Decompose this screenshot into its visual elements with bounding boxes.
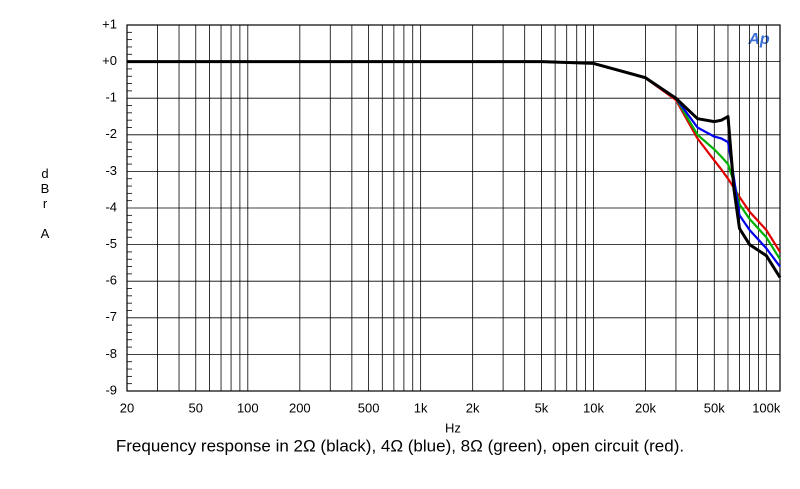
x-tick-label: 50k	[704, 400, 725, 415]
plot-frame	[126, 24, 781, 392]
x-tick-label: 500	[358, 400, 380, 415]
x-tick-label: 100	[237, 400, 259, 415]
x-tick-label: 20k	[635, 400, 656, 415]
y-tick-label: +1	[102, 16, 117, 31]
chart-title: Frequency response in 2Ω (black), 4Ω (bl…	[116, 436, 684, 455]
y-tick-label: -3	[105, 163, 117, 178]
series-line	[127, 60, 781, 253]
x-tick-label: 20	[120, 400, 134, 415]
y-tick-label: -2	[105, 126, 117, 141]
x-tick-label: 100k	[752, 400, 781, 415]
x-tick-label: 1k	[414, 400, 428, 415]
y-tick-label: -1	[105, 90, 117, 105]
x-tick-label: 50	[189, 400, 203, 415]
series-line	[127, 60, 782, 279]
x-tick-label: 5k	[535, 400, 549, 415]
y-tick-label: -6	[105, 273, 117, 288]
y-tick-label: -8	[105, 346, 117, 361]
x-axis-label: Hz	[445, 420, 461, 435]
y-tick-label: -9	[105, 382, 117, 397]
series-line	[127, 60, 781, 260]
x-tick-label: 10k	[583, 400, 604, 415]
series-line	[127, 60, 781, 268]
y-tick-label: -7	[105, 309, 117, 324]
y-tick-label: -5	[105, 236, 117, 251]
x-tick-label: 200	[289, 400, 311, 415]
x-tick-label: 2k	[466, 400, 480, 415]
y-tick-label: -4	[105, 199, 117, 214]
y-tick-label: +0	[102, 53, 117, 68]
